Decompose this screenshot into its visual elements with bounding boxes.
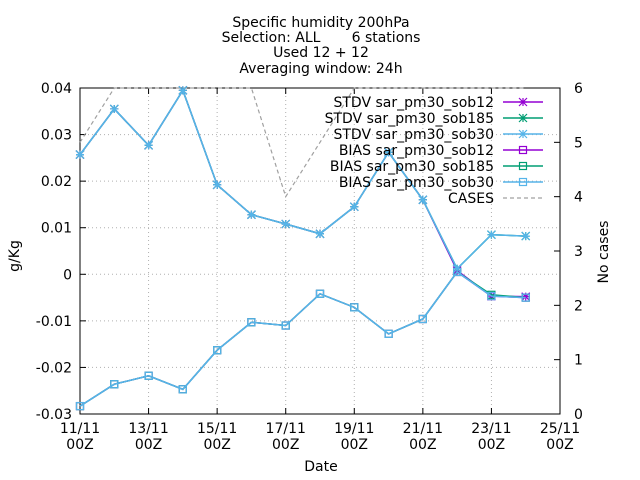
legend-label: CASES: [448, 191, 494, 207]
legend-label: BIAS sar_pm30_sob12: [339, 143, 494, 159]
y2-tick-label: 6: [574, 81, 583, 97]
x-tick-label-time: 00Z: [478, 437, 505, 453]
y-axis-label: g/Kg: [7, 240, 23, 272]
series-line: [79, 87, 526, 199]
data-point-star: [212, 180, 222, 190]
series-bias-5: [75, 267, 530, 411]
title-line-1: Specific humidity 200hPa: [232, 15, 409, 31]
series-line: [79, 270, 526, 407]
title-line-2: Selection: ALL 6 stations: [222, 30, 421, 46]
series-line: [79, 88, 526, 270]
data-point-square: [487, 292, 496, 301]
title-line-4: Averaging window: 24h: [239, 61, 402, 77]
legend-marker-square: [518, 145, 528, 155]
y-tick-label: 0.03: [41, 128, 72, 144]
data-point-star: [487, 230, 496, 240]
y2-axis-label: No cases: [596, 221, 612, 284]
data-point-square: [453, 267, 462, 277]
x-tick-label-time: 00Z: [272, 437, 299, 453]
y2-tick-label: 0: [574, 407, 583, 423]
x-tick-label-time: 00Z: [135, 437, 162, 453]
y-tick-label: -0.03: [36, 407, 72, 423]
chart-title: Specific humidity 200hPa Selection: ALL …: [222, 15, 421, 77]
y-tick-label: 0.04: [41, 81, 72, 97]
x-tick-label-time: 00Z: [66, 437, 93, 453]
data-point-square: [315, 289, 325, 298]
data-point-star: [521, 231, 531, 241]
data-point-star: [144, 140, 153, 150]
data-point-star: [281, 219, 291, 229]
data-point-star: [521, 292, 531, 302]
series-line: [79, 270, 526, 407]
legend-label: BIAS sar_pm30_sob30: [339, 175, 494, 191]
title-line-3: Used 12 + 12: [273, 45, 369, 61]
data-point-square: [75, 401, 85, 411]
data-point-square: [247, 318, 256, 327]
data-point-star: [384, 147, 393, 157]
legend-marker-star: [518, 97, 528, 107]
y-tick-label: -0.01: [36, 314, 72, 330]
x-tick-label-date: 11/11: [60, 421, 100, 437]
x-tick-label-date: 21/11: [403, 421, 443, 437]
series-bias-4: [75, 267, 530, 411]
grid-lines: [80, 88, 560, 414]
y2-tick-label: 4: [574, 190, 583, 206]
x-tick-label-date: 23/11: [471, 421, 511, 437]
data-point-square: [521, 293, 530, 302]
legend-marker-square: [518, 177, 528, 187]
x-tick-label-time: 00Z: [203, 437, 230, 453]
legend-marker-square: [518, 161, 528, 171]
y-tick-label: 0.01: [41, 221, 72, 237]
x-tick-label-date: 25/11: [540, 421, 580, 437]
series-cases-6: [79, 87, 526, 199]
legend-marker-star: [518, 113, 528, 123]
data-point-star: [75, 150, 85, 160]
data-point-star: [349, 202, 359, 212]
data-point-star: [247, 210, 256, 220]
data-point-square: [418, 314, 427, 324]
axes: [79, 87, 561, 415]
y2-tick-label: 3: [574, 244, 583, 260]
legend-label: BIAS sar_pm30_sob185: [330, 159, 494, 175]
x-tick-label-date: 19/11: [334, 421, 374, 437]
legend-label: STDV sar_pm30_sob30: [333, 127, 494, 143]
data-point-square: [213, 346, 222, 355]
data-point-square: [178, 385, 187, 394]
y2-tick-label: 5: [574, 135, 583, 151]
plot-area: [75, 85, 531, 411]
series-stdv-2: [75, 85, 531, 274]
data-point-square: [350, 303, 359, 312]
tick-labels: 11/1100Z13/1100Z15/1100Z17/1100Z19/1100Z…: [36, 81, 583, 453]
data-point-square: [384, 329, 393, 338]
plot-border: [79, 87, 561, 415]
legend-label: STDV sar_pm30_sob185: [325, 111, 494, 127]
y-tick-label: 0: [63, 267, 72, 283]
x-tick-label-date: 15/11: [197, 421, 237, 437]
x-tick-label-date: 17/11: [266, 421, 306, 437]
y-tick-label: -0.02: [36, 360, 72, 376]
y-tick-label: 0.02: [41, 174, 72, 190]
x-tick-label-time: 00Z: [341, 437, 368, 453]
legend-marker-star: [518, 129, 528, 139]
legend-label: STDV sar_pm30_sob12: [333, 95, 494, 111]
y2-tick-label: 1: [574, 353, 583, 369]
data-point-star: [418, 195, 428, 205]
data-point-square: [281, 321, 290, 330]
data-point-star: [109, 104, 119, 114]
series-line: [79, 270, 526, 407]
x-tick-label-time: 00Z: [409, 437, 436, 453]
x-tick-label-date: 13/11: [128, 421, 168, 437]
data-point-square: [144, 371, 153, 380]
data-point-square: [110, 380, 119, 389]
data-point-star: [178, 85, 188, 95]
x-axis-label: Date: [304, 459, 337, 475]
y2-tick-label: 2: [574, 298, 583, 314]
data-point-star: [315, 229, 325, 239]
series-bias-3: [75, 267, 530, 411]
x-tick-label-time: 00Z: [546, 437, 573, 453]
